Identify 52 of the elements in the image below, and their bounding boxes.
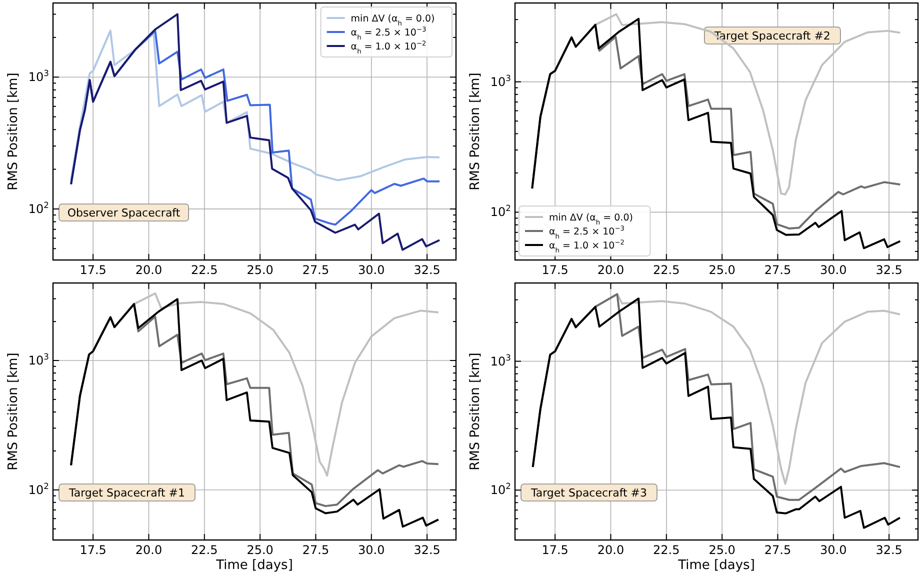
- y-axis-title: RMS Position [km]: [468, 72, 483, 190]
- y-tick-label: 10$^{2}$: [28, 200, 49, 216]
- y-tick-label: 10$^{3}$: [28, 68, 49, 84]
- x-tick-label: 25.0: [708, 543, 736, 557]
- legend-label: α$_{h}$ = 1.0 × 10$^{−2}$: [350, 40, 426, 56]
- legend-label: α$_{h}$ = 2.5 × 10$^{−3}$: [350, 26, 426, 42]
- x-tick-label: 27.5: [764, 543, 792, 557]
- x-tick-label: 27.5: [302, 263, 330, 277]
- x-tick-label: 17.5: [542, 543, 568, 557]
- annotation: Observer Spacecraft: [67, 206, 181, 220]
- x-tick-label: 32.5: [414, 543, 440, 557]
- x-tick-label: 25.0: [246, 263, 274, 277]
- x-tick-label: 20.0: [597, 263, 624, 277]
- x-tick-label: 20.0: [135, 543, 162, 557]
- x-tick-label: 22.5: [191, 263, 218, 277]
- line-series: [70, 13, 441, 251]
- x-tick-label: 17.5: [80, 543, 106, 557]
- x-tick-label: 32.5: [876, 263, 902, 277]
- y-tick-label: 10$^{3}$: [28, 351, 49, 368]
- y-axis-title: RMS Position [km]: [6, 72, 21, 190]
- x-tick-label: 27.5: [764, 263, 792, 277]
- x-tick-label: 32.5: [414, 263, 440, 277]
- x-tick-label: 17.5: [80, 263, 106, 277]
- x-tick-label: 20.0: [135, 263, 162, 277]
- legend-label: α$_{h}$ = 1.0 × 10$^{−2}$: [549, 238, 624, 254]
- x-tick-label: 22.5: [653, 543, 680, 557]
- legend-label: min ΔV (α$_{h}$ = 0.0): [549, 212, 633, 226]
- x-tick-label: 30.0: [358, 543, 385, 557]
- x-tick-label: 22.5: [653, 263, 680, 277]
- y-tick-label: 10$^{2}$: [490, 481, 511, 498]
- x-tick-label: 17.5: [542, 263, 568, 277]
- x-tick-label: 32.5: [876, 543, 902, 557]
- x-tick-label: 25.0: [246, 543, 274, 557]
- x-tick-label: 27.5: [302, 543, 330, 557]
- annotation: Target Spacecraft #3: [530, 486, 648, 500]
- legend-label: α$_{h}$ = 2.5 × 10$^{−3}$: [549, 224, 624, 240]
- x-axis-title: Time [days]: [215, 558, 293, 573]
- x-tick-label: 30.0: [358, 263, 385, 277]
- x-tick-label: 25.0: [708, 263, 736, 277]
- x-tick-label: 30.0: [820, 543, 847, 557]
- y-tick-label: 10$^{3}$: [490, 352, 511, 368]
- annotation: Target Spacecraft #1: [68, 486, 186, 500]
- x-tick-label: 30.0: [820, 263, 847, 277]
- y-tick-label: 10$^{2}$: [28, 480, 49, 497]
- x-tick-label: 22.5: [191, 543, 218, 557]
- y-axis-title: RMS Position [km]: [6, 352, 21, 470]
- y-tick-label: 10$^{3}$: [490, 72, 511, 89]
- legend-label: min ΔV (α$_{h}$ = 0.0): [350, 14, 435, 28]
- x-tick-label: 20.0: [597, 543, 624, 557]
- x-axis-title: Time [days]: [677, 558, 755, 573]
- y-axis-title: RMS Position [km]: [468, 352, 483, 470]
- y-tick-label: 10$^{2}$: [490, 203, 511, 220]
